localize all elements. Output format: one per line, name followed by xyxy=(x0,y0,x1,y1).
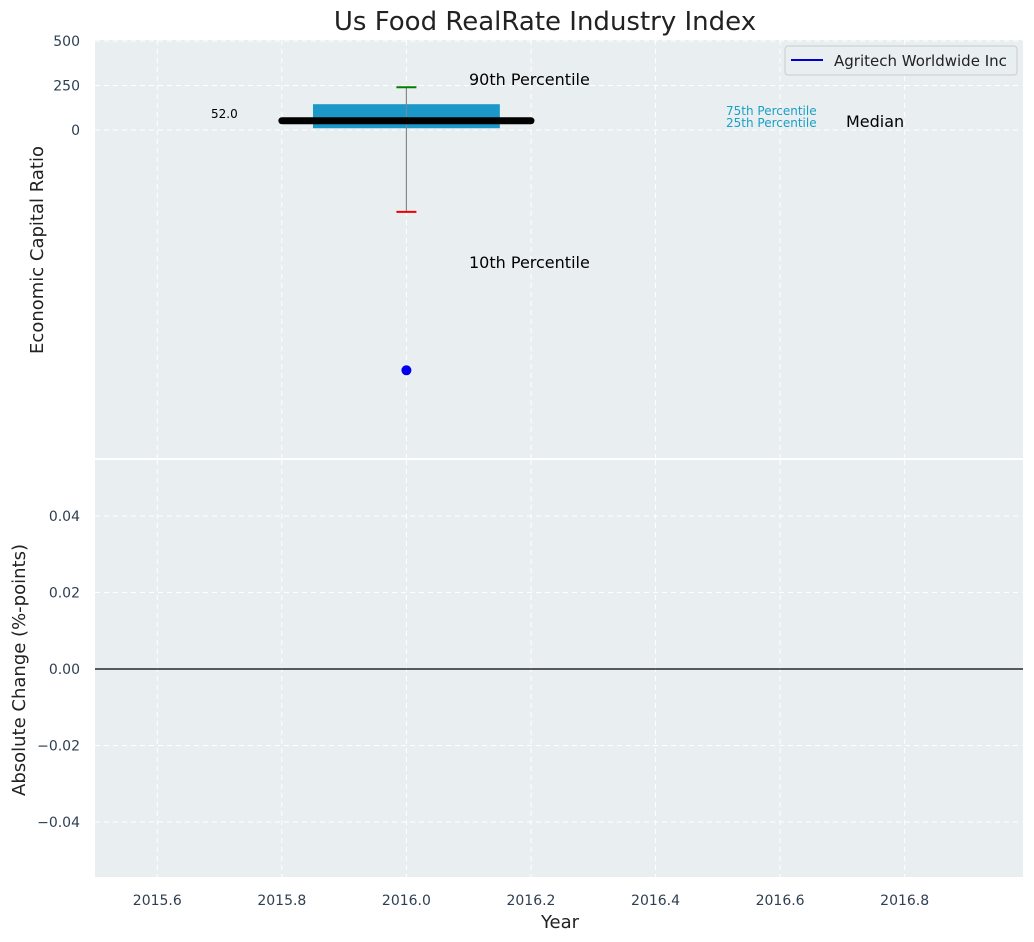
bottom-y-tick-label: 0.02 xyxy=(49,586,80,602)
bottom-y-axis-label: Absolute Change (%-points) xyxy=(9,544,30,796)
legend: Agritech Worldwide Inc xyxy=(784,45,1018,76)
top-y-ticks: 500 250 0 xyxy=(53,34,80,139)
x-tick-label: 2016.0 xyxy=(382,893,431,909)
company-data-point xyxy=(401,365,412,376)
chart-marks xyxy=(95,86,1023,670)
x-tick-label: 2016.8 xyxy=(880,893,929,909)
annotation-75th-percentile: 75th Percentile xyxy=(726,104,817,118)
top-y-tick-label: 0 xyxy=(71,123,80,139)
x-tick-label: 2016.4 xyxy=(631,893,680,909)
bottom-y-tick-label: 0.04 xyxy=(49,509,80,525)
bottom-y-tick-label: −0.02 xyxy=(37,739,80,755)
legend-box xyxy=(784,45,1018,76)
top-y-tick-label: 250 xyxy=(53,79,80,95)
x-ticks: 2015.6 2015.8 2016.0 2016.2 2016.4 2016.6 2016… xyxy=(133,893,929,909)
x-axis-label: Year xyxy=(540,912,580,933)
annotation-25th-percentile: 25th Percentile xyxy=(726,116,817,130)
bottom-y-ticks: 0.04 0.02 0.00 −0.02 −0.04 xyxy=(37,509,80,831)
x-tick-label: 2015.8 xyxy=(257,893,306,909)
top-y-tick-label: 500 xyxy=(53,34,80,50)
x-tick-label: 2015.6 xyxy=(133,893,182,909)
annotation-90th-percentile: 90th Percentile xyxy=(469,70,590,89)
top-panel-background xyxy=(95,40,1023,458)
annotation-10th-percentile: 10th Percentile xyxy=(469,253,590,272)
legend-entry-agritech: Agritech Worldwide Inc xyxy=(834,52,1007,70)
annotation-median-value: 52.0 xyxy=(211,107,238,121)
annotation-median: Median xyxy=(846,112,904,131)
x-tick-label: 2016.6 xyxy=(756,893,805,909)
x-tick-label: 2016.2 xyxy=(506,893,555,909)
chart-title: Us Food RealRate Industry Index xyxy=(334,7,756,37)
bottom-y-tick-label: 0.00 xyxy=(49,662,80,678)
bottom-y-tick-label: −0.04 xyxy=(37,815,80,831)
top-y-axis-label: Economic Capital Ratio xyxy=(27,146,48,354)
